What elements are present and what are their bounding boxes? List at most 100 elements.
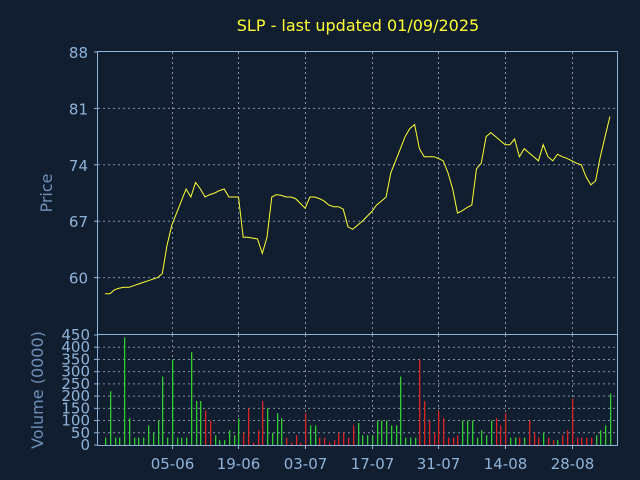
volume-bar <box>243 432 245 445</box>
price-tick-label: 60 <box>69 270 88 288</box>
volume-bar <box>419 359 421 445</box>
volume-bar <box>548 437 550 445</box>
price-tick-label: 74 <box>69 157 88 175</box>
volume-bar <box>191 352 193 445</box>
volume-tick-label: 350 <box>61 350 90 368</box>
volume-bar <box>481 430 483 445</box>
volume-bar <box>129 418 131 445</box>
volume-bars <box>105 337 612 445</box>
volume-bar <box>448 437 450 445</box>
volume-bar <box>429 420 431 445</box>
volume-bar <box>462 420 464 445</box>
volume-bar <box>167 437 169 445</box>
x-tick-label: 19-06 <box>217 455 261 473</box>
volume-bar <box>272 432 274 445</box>
volume-bar <box>329 442 331 445</box>
volume-bar <box>610 393 612 445</box>
volume-bar <box>296 435 298 445</box>
volume-tick-label: 300 <box>61 363 90 381</box>
chart-title: SLP - last updated 01/09/2025 <box>237 16 479 35</box>
volume-bar <box>186 437 188 445</box>
volume-bar <box>362 435 364 445</box>
volume-bar <box>143 437 145 445</box>
volume-bar <box>605 425 607 445</box>
volume-bar <box>477 437 479 445</box>
volume-bar <box>124 337 126 445</box>
volume-bar <box>500 425 502 445</box>
volume-bar <box>234 435 236 445</box>
volume-bar <box>586 437 588 445</box>
volume-bar <box>372 435 374 445</box>
volume-axis-label: Volume (0000) <box>28 331 47 449</box>
volume-bar <box>386 420 388 445</box>
volume-bar <box>538 437 540 445</box>
volume-bar <box>505 413 507 445</box>
volume-bar <box>253 442 255 445</box>
volume-bar <box>348 437 350 445</box>
volume-bar <box>338 432 340 445</box>
x-tick-label: 05-06 <box>151 455 195 473</box>
volume-grid <box>98 335 617 445</box>
volume-bar <box>334 440 336 445</box>
volume-bar <box>524 437 526 445</box>
x-tick-label: 17-07 <box>351 455 395 473</box>
volume-frame <box>97 334 618 446</box>
volume-bar <box>519 437 521 445</box>
volume-bar <box>291 442 293 445</box>
volume-bar <box>510 437 512 445</box>
volume-bar <box>172 359 174 445</box>
x-tick-label: 03-07 <box>284 455 328 473</box>
volume-bar <box>400 376 402 445</box>
volume-bar <box>515 437 517 445</box>
volume-bar <box>205 410 207 445</box>
volume-bar <box>453 437 455 445</box>
volume-bar <box>553 440 555 445</box>
volume-bar <box>258 430 260 445</box>
volume-tick-label: 50 <box>71 424 90 442</box>
volume-bar <box>600 430 602 445</box>
x-axis-ticks: 05-06 19-06 03-07 17-07 31-07 14-08 28-08 <box>151 445 595 473</box>
volume-bar <box>224 440 226 445</box>
volume-bar <box>267 408 269 445</box>
volume-bar <box>438 410 440 445</box>
volume-bar <box>219 440 221 445</box>
volume-bar <box>162 376 164 445</box>
volume-bar <box>377 420 379 445</box>
volume-bar <box>286 437 288 445</box>
volume-tick-label: 150 <box>61 399 90 417</box>
volume-bar <box>577 437 579 445</box>
volume-bar <box>572 398 574 445</box>
volume-bar <box>491 420 493 445</box>
volume-bar <box>148 425 150 445</box>
volume-bar <box>134 437 136 445</box>
volume-bar <box>405 437 407 445</box>
price-line <box>105 116 611 295</box>
volume-bar <box>496 418 498 445</box>
price-y-ticks: 88 81 74 67 60 <box>69 44 98 288</box>
volume-bar <box>367 435 369 445</box>
price-tick-label: 67 <box>69 213 88 231</box>
volume-tick-label: 250 <box>61 375 90 393</box>
price-grid <box>98 52 617 334</box>
volume-bar <box>381 420 383 445</box>
volume-bar <box>115 437 117 445</box>
volume-bar <box>562 435 564 445</box>
volume-bar <box>324 437 326 445</box>
x-tick-label: 28-08 <box>551 455 595 473</box>
volume-bar <box>396 425 398 445</box>
volume-bar <box>110 391 112 445</box>
volume-bar <box>215 435 217 445</box>
price-tick-label: 88 <box>69 44 88 62</box>
price-tick-label: 81 <box>69 100 88 118</box>
volume-bar <box>410 437 412 445</box>
volume-bar <box>229 430 231 445</box>
volume-bar <box>443 418 445 445</box>
volume-tick-label: 450 <box>61 326 90 344</box>
volume-bar <box>591 437 593 445</box>
volume-bar <box>153 432 155 445</box>
volume-bar <box>281 418 283 445</box>
price-axis-label: Price <box>37 173 56 212</box>
volume-bar <box>200 401 202 445</box>
